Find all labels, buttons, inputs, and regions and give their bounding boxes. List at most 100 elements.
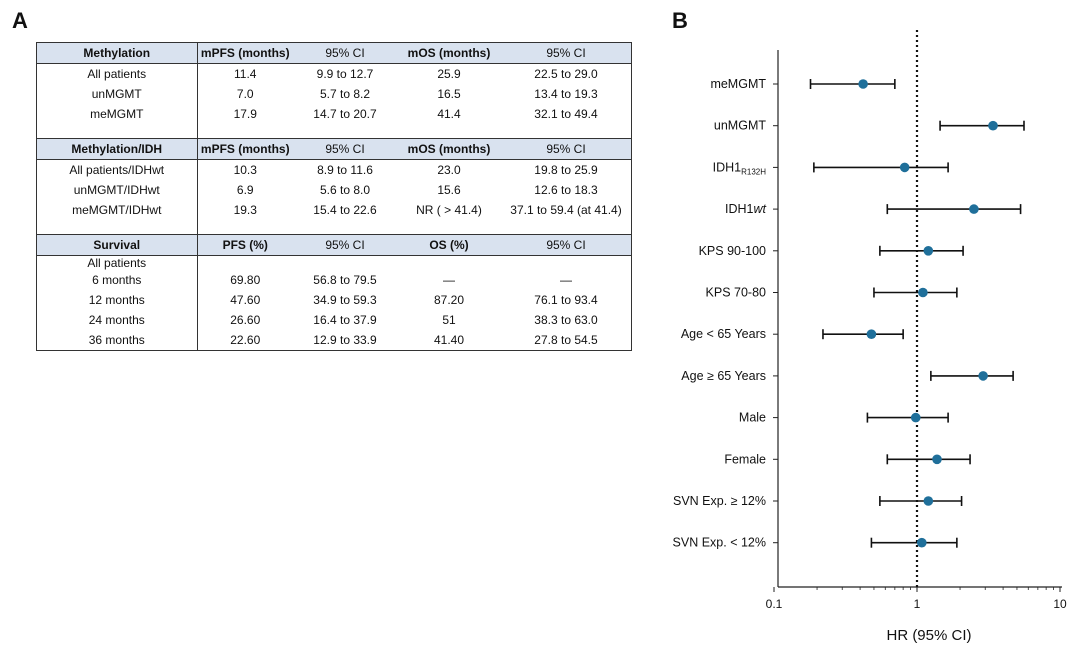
x-tick-label: 10 [1053, 597, 1067, 611]
hr-point [910, 412, 921, 423]
table-cell: 22.60 [230, 333, 261, 347]
table-row: meMGMT 17.9 14.7 to 20.7 41.4 32.1 to 49… [37, 104, 631, 124]
table-cell: 5.6 to 8.0 [319, 183, 371, 197]
column-header: mPFS (months) [197, 138, 293, 160]
table-header-row: Methylation/IDH mPFS (months) 95% CI mOS… [37, 138, 631, 160]
table-cell: 11.4 [234, 67, 257, 81]
table-cell: 47.60 [230, 293, 261, 307]
table-cell: 69.80 [230, 273, 261, 287]
table-cell: meMGMT [37, 104, 198, 124]
table-cell: 16.5 [437, 87, 461, 101]
table-cell: 19.3 [233, 203, 257, 217]
table-row: 12 months 47.60 34.9 to 59.3 87.20 76.1 … [37, 290, 631, 310]
row-label: unMGMT [714, 119, 766, 133]
table-cell: 76.1 to 93.4 [534, 293, 598, 307]
row-label: KPS 90-100 [699, 244, 766, 258]
table-cell: 56.8 to 79.5 [313, 273, 377, 287]
table-group-row: All patients [37, 255, 631, 270]
column-header: 95% CI [501, 138, 631, 160]
table-cell: NR ( > 41.4) [416, 203, 482, 217]
table-cell: 32.1 to 49.4 [534, 107, 598, 121]
forest-plot: 0.1 1 10 HR (95% CI) meMGMT unMGMT IDH1R132H ID… [673, 30, 1067, 644]
table-header-row: Methylation mPFS (months) 95% CI mOS (mo… [37, 43, 631, 64]
table-cell: 14.7 to 20.7 [313, 107, 377, 121]
table-cell: 41.4 [437, 107, 461, 121]
table-cell: 7.0 [236, 87, 254, 101]
table-row: 6 months 69.80 56.8 to 79.5 — — [37, 270, 631, 290]
table-cell: 36 months [37, 330, 198, 350]
row-label: Age ≥ 65 Years [681, 369, 766, 383]
table-cell: 12.9 to 33.9 [313, 333, 377, 347]
table-row: meMGMT/IDHwt 19.3 15.4 to 22.6 NR ( > 41… [37, 200, 631, 220]
table-cell: 34.9 to 59.3 [313, 293, 377, 307]
table-cell: meMGMT/IDHwt [37, 200, 198, 220]
table-cell: All patients/IDHwt [37, 159, 198, 180]
column-header: OS (%) [397, 234, 501, 256]
table-row: 24 months 26.60 16.4 to 37.9 51 38.3 to … [37, 310, 631, 330]
column-header: 95% CI [501, 43, 631, 64]
table-cell: 6.9 [236, 183, 254, 197]
table-cell: 17.9 [233, 107, 257, 121]
column-header: mOS (months) [397, 43, 501, 64]
table-cell: 8.9 to 11.6 [317, 163, 373, 177]
table-cell: 87.20 [433, 293, 465, 307]
table-cell: unMGMT/IDHwt [37, 180, 198, 200]
row-label: KPS 70-80 [706, 286, 767, 300]
table-cell: 22.5 to 29.0 [534, 67, 598, 81]
x-axis-label: HR (95% CI) [886, 627, 971, 644]
table-cell: 51 [442, 313, 456, 327]
column-header: PFS (%) [197, 234, 293, 256]
hr-point [923, 496, 934, 506]
panel-b-label: B [672, 8, 688, 33]
table-cell: 5.7 to 8.2 [319, 87, 371, 101]
row-label: SVN Exp. ≥ 12% [673, 494, 766, 508]
table-header-row: Survival PFS (%) 95% CI OS (%) 95% CI [37, 234, 631, 256]
table-cell: 9.9 to 12.7 [316, 67, 374, 81]
hr-point [918, 287, 928, 298]
row-label: IDH1R132H [713, 160, 767, 176]
table-row: All patients 11.4 9.9 to 12.7 25.9 22.5 … [37, 63, 631, 84]
table-cell: — [560, 273, 572, 287]
survival-table: Survival PFS (%) 95% CI OS (%) 95% CI Al… [37, 234, 631, 350]
panel-a-label: A [12, 8, 28, 33]
table-cell: — [443, 273, 455, 287]
table-cell: 12.6 to 18.3 [534, 183, 598, 197]
table-cell: 15.6 [437, 183, 461, 197]
table-cell: 26.60 [230, 313, 261, 327]
hr-point [866, 329, 877, 340]
column-header: mOS (months) [397, 138, 501, 160]
hr-point [969, 204, 979, 214]
hr-point [978, 371, 988, 381]
hr-point [899, 162, 910, 173]
table-cell: 12 months [37, 290, 198, 310]
table-row: 36 months 22.60 12.9 to 33.9 41.40 27.8 … [37, 330, 631, 350]
hr-point [916, 537, 927, 548]
row-label: Male [739, 411, 766, 425]
x-tick-label: 1 [914, 597, 921, 611]
row-label: Age < 65 Years [681, 327, 766, 341]
table-cell: 24 months [37, 310, 198, 330]
table-cell: unMGMT [37, 84, 198, 104]
table-cell: 41.40 [433, 333, 465, 347]
table-cell: 10.3 [233, 163, 257, 177]
table-cell: 25.9 [437, 67, 461, 81]
column-header: 95% CI [293, 234, 397, 256]
row-label: SVN Exp. < 12% [673, 536, 766, 550]
row-label: Female [724, 452, 766, 466]
row-label: IDH1wt [725, 202, 767, 216]
table-cell: 15.4 to 22.6 [313, 203, 377, 217]
table-row: unMGMT 7.0 5.7 to 8.2 16.5 13.4 to 19.3 [37, 84, 631, 104]
table-row: unMGMT/IDHwt 6.9 5.6 to 8.0 15.6 12.6 to… [37, 180, 631, 200]
column-header: 95% CI [293, 43, 397, 64]
table-cell: 16.4 to 37.9 [313, 313, 377, 327]
column-header: Methylation/IDH [37, 138, 198, 160]
table-cell: 13.4 to 19.3 [534, 87, 598, 101]
table-cell: 23.0 [437, 163, 461, 177]
column-header: mPFS (months) [197, 43, 293, 64]
table-cell: All patients [37, 63, 198, 84]
table-cell: 6 months [37, 270, 198, 290]
hr-point [988, 120, 998, 131]
table-row: All patients/IDHwt 10.3 8.9 to 11.6 23.0… [37, 159, 631, 180]
table-cell: 37.1 to 59.4 (at 41.4) [510, 203, 622, 217]
hr-point [858, 79, 868, 89]
